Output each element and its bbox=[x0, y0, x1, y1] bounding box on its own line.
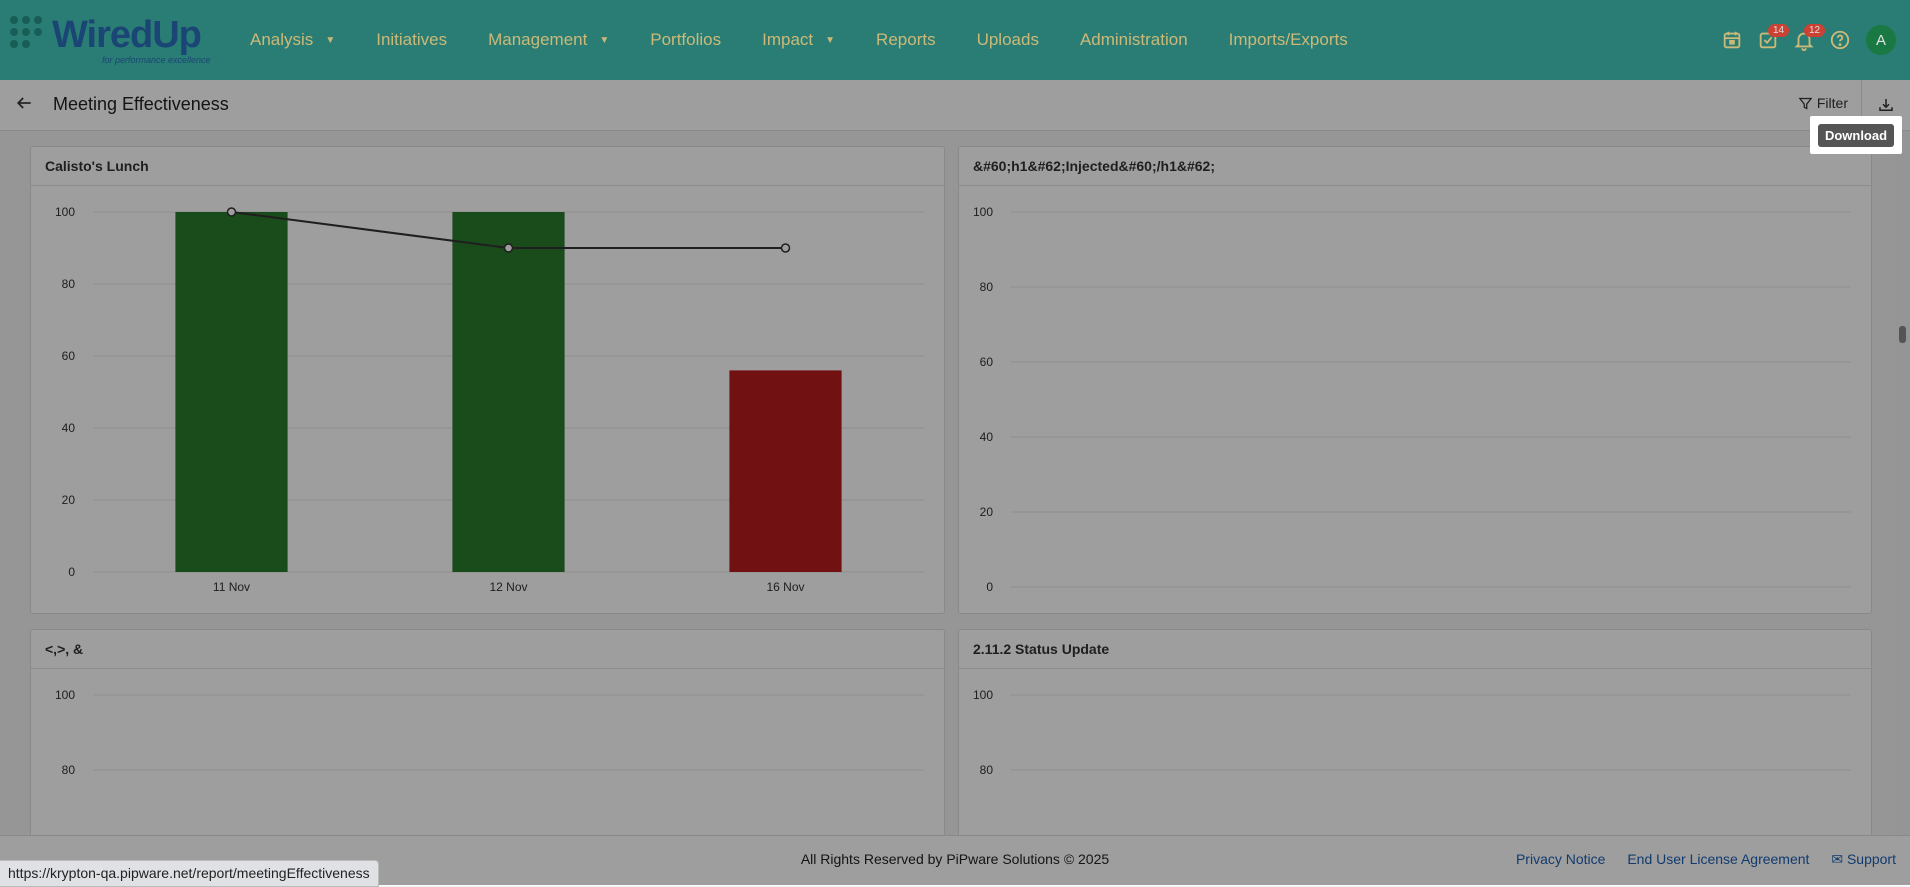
calendar-icon[interactable] bbox=[1714, 22, 1750, 58]
empty-chart: 80 100 bbox=[973, 688, 1851, 777]
nav-item-label: Imports/Exports bbox=[1228, 30, 1348, 49]
bar bbox=[729, 370, 842, 572]
y-tick-label: 100 bbox=[973, 688, 993, 702]
caret-down-icon: ▼ bbox=[825, 34, 836, 46]
caret-down-icon: ▼ bbox=[599, 34, 610, 46]
bell-icon[interactable]: 12 bbox=[1786, 22, 1826, 58]
bar bbox=[452, 212, 565, 572]
y-tick-label: 100 bbox=[55, 688, 75, 702]
support-link[interactable]: ✉ Support bbox=[1831, 851, 1896, 867]
nav-item-initiatives[interactable]: Initiatives bbox=[376, 30, 447, 50]
download-tooltip: Download bbox=[1817, 123, 1895, 147]
filter-button[interactable]: Filter bbox=[1798, 95, 1848, 111]
nav-item-imports-exports[interactable]: Imports/Exports bbox=[1229, 30, 1348, 50]
wiredup-logo[interactable]: WiredUp for performance excellence bbox=[10, 12, 215, 68]
x-tick-label: 16 Nov bbox=[766, 580, 804, 594]
logo-tagline: for performance excellence bbox=[102, 55, 211, 65]
x-tick-label: 11 Nov bbox=[213, 580, 250, 594]
line-point bbox=[503, 243, 514, 253]
y-tick-label: 80 bbox=[62, 763, 76, 777]
nav-item-reports[interactable]: Reports bbox=[876, 30, 936, 50]
tasks-icon[interactable]: 14 bbox=[1750, 22, 1790, 58]
top-navigation: WiredUp for performance excellence Analy… bbox=[0, 0, 1910, 80]
privacy-notice-link[interactable]: Privacy Notice bbox=[1515, 851, 1606, 867]
download-icon bbox=[1879, 99, 1893, 111]
nav-item-label: Reports bbox=[876, 30, 936, 49]
filter-icon bbox=[1798, 97, 1813, 110]
nav-item-label: Impact bbox=[762, 30, 814, 49]
y-tick-label: 40 bbox=[980, 430, 994, 444]
nav-item-analysis[interactable]: Analysis ▼ bbox=[250, 30, 335, 50]
notifications-badge: 12 bbox=[1804, 24, 1826, 37]
line-point bbox=[226, 207, 237, 217]
y-tick-label: 80 bbox=[62, 277, 76, 291]
y-tick-label: 60 bbox=[980, 355, 994, 369]
chart-card: Calisto's Lunch 0 20 40 60 80 100 11 Nov 12 Nov… bbox=[30, 146, 945, 614]
bar bbox=[175, 212, 288, 572]
line-point bbox=[780, 243, 791, 253]
filter-label: Filter bbox=[1816, 95, 1848, 111]
chart-title: <,>, & bbox=[31, 630, 944, 669]
nav-item-management[interactable]: Management ▼ bbox=[488, 30, 609, 50]
nav-item-label: Administration bbox=[1079, 30, 1188, 49]
empty-chart: 80 100 bbox=[55, 688, 924, 777]
user-avatar[interactable]: A bbox=[1866, 25, 1896, 55]
download-tooltip-container: Download bbox=[1810, 116, 1902, 154]
status-url: https://krypton-qa.pipware.net/report/me… bbox=[0, 860, 379, 887]
footer-links: Privacy Notice End User License Agreemen… bbox=[1498, 851, 1896, 868]
nav-item-administration[interactable]: Administration bbox=[1080, 30, 1188, 50]
nav-item-label: Analysis bbox=[250, 30, 314, 49]
nav-item-label: Management bbox=[488, 30, 588, 49]
nav-item-impact[interactable]: Impact ▼ bbox=[762, 30, 835, 50]
y-tick-label: 40 bbox=[62, 421, 76, 435]
y-tick-label: 100 bbox=[973, 205, 993, 219]
copyright-text: All Rights Reserved by PiPware Solutions… bbox=[800, 851, 1110, 867]
scrollbar-thumb[interactable] bbox=[1899, 326, 1906, 343]
chart-title: &#60;h1&#62;Injected&#60;/h1&#62; bbox=[959, 147, 1871, 186]
bar-chart: 0 20 40 60 80 100 11 Nov 12 Nov 16 Nov bbox=[55, 205, 924, 594]
back-arrow-icon[interactable] bbox=[14, 93, 38, 117]
eula-link[interactable]: End User License Agreement bbox=[1627, 851, 1810, 867]
y-tick-label: 20 bbox=[980, 505, 994, 519]
page-title: Meeting Effectiveness bbox=[53, 94, 229, 114]
chart-card: 2.11.2 Status Update 80 100 bbox=[958, 629, 1872, 851]
y-tick-label: 20 bbox=[62, 493, 76, 507]
nav-item-portfolios[interactable]: Portfolios bbox=[650, 30, 721, 50]
chart-card: <,>, & 80 100 bbox=[30, 629, 945, 851]
chart-title: 2.11.2 Status Update bbox=[959, 630, 1871, 669]
nav-item-uploads[interactable]: Uploads bbox=[977, 30, 1039, 50]
y-tick-label: 0 bbox=[986, 580, 993, 594]
chart-title: Calisto's Lunch bbox=[31, 147, 944, 186]
logo-dots-icon bbox=[10, 16, 54, 60]
y-tick-label: 80 bbox=[980, 280, 994, 294]
empty-chart: 0 20 40 60 80 100 bbox=[973, 205, 1851, 594]
y-tick-label: 0 bbox=[68, 565, 75, 579]
logo-wordmark: WiredUp bbox=[52, 14, 202, 56]
chart-card: &#60;h1&#62;Injected&#60;/h1&#62; 0 20 40 6… bbox=[958, 146, 1872, 614]
tasks-badge: 14 bbox=[1768, 24, 1790, 37]
x-tick-label: 12 Nov bbox=[489, 580, 527, 594]
support-label: Support bbox=[1846, 851, 1896, 867]
report-content: Calisto's Lunch 0 20 40 60 80 100 11 Nov 12 Nov… bbox=[0, 131, 1910, 851]
caret-down-icon: ▼ bbox=[325, 34, 336, 46]
nav-icons: 14 12 A bbox=[1714, 0, 1896, 80]
y-tick-label: 60 bbox=[62, 349, 76, 363]
y-tick-label: 80 bbox=[980, 763, 994, 777]
page-scrollbar[interactable] bbox=[1895, 131, 1910, 835]
help-icon[interactable] bbox=[1822, 22, 1858, 58]
main-menu: Analysis ▼ Initiatives Management ▼ Portfolio… bbox=[250, 0, 1389, 80]
page-header: Meeting Effectiveness Filter bbox=[0, 80, 1910, 131]
nav-item-label: Uploads bbox=[976, 30, 1039, 49]
nav-item-label: Initiatives bbox=[376, 30, 448, 49]
y-tick-label: 100 bbox=[55, 205, 75, 219]
nav-item-label: Portfolios bbox=[650, 30, 722, 49]
